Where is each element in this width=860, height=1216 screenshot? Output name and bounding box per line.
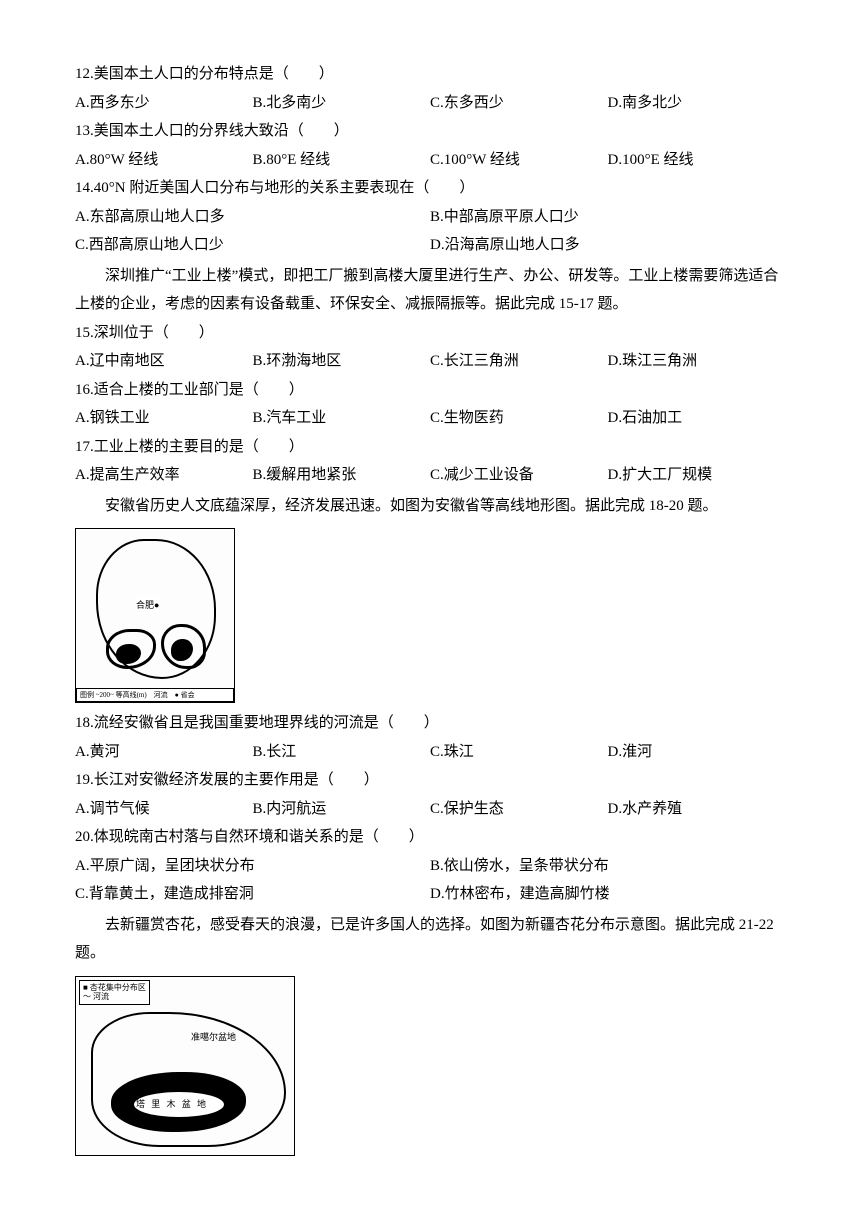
q18-option-d: D.淮河 — [608, 738, 786, 767]
anhui-map-figure: 合肥● 图例 ~200~ 等高线(m) 河流 ● 省会 — [75, 528, 235, 703]
passage-shenzhen: 深圳推广“工业上楼”模式，即把工厂搬到高楼大厦里进行生产、办公、研发等。工业上楼… — [75, 262, 785, 319]
q14-option-c: C.西部高原山地人口少 — [75, 231, 430, 260]
q14-options: A.东部高原山地人口多 B.中部高原平原人口少 C.西部高原山地人口少 D.沿海… — [75, 203, 785, 260]
passage-xinjiang: 去新疆赏杏花，感受春天的浪漫，已是许多国人的选择。如图为新疆杏花分布示意图。据此… — [75, 911, 785, 940]
anhui-legend: 图例 ~200~ 等高线(m) 河流 ● 省会 — [76, 688, 234, 702]
q14-option-b: B.中部高原平原人口少 — [430, 203, 785, 232]
q13-option-c: C.100°W 经线 — [430, 146, 608, 175]
q19-options: A.调节气候 B.内河航运 C.保护生态 D.水产养殖 — [75, 795, 785, 824]
xinjiang-legend-2: ～ 河流 — [83, 992, 146, 1002]
hefei-label: 合肥● — [136, 597, 159, 614]
q12-stem: 12.美国本土人口的分布特点是（ ） — [75, 60, 785, 89]
q13-options: A.80°W 经线 B.80°E 经线 C.100°W 经线 D.100°E 经… — [75, 146, 785, 175]
q18-option-c: C.珠江 — [430, 738, 608, 767]
q15-option-c: C.长江三角洲 — [430, 347, 608, 376]
q16-option-b: B.汽车工业 — [253, 404, 431, 433]
q19-stem: 19.长江对安徽经济发展的主要作用是（ ） — [75, 766, 785, 795]
q20-option-b: B.依山傍水，呈条带状分布 — [430, 852, 785, 881]
q18-option-a: A.黄河 — [75, 738, 253, 767]
q12-option-c: C.东多西少 — [430, 89, 608, 118]
q19-option-c: C.保护生态 — [430, 795, 608, 824]
q12-option-d: D.南多北少 — [608, 89, 786, 118]
q13-option-d: D.100°E 经线 — [608, 146, 786, 175]
q16-options: A.钢铁工业 B.汽车工业 C.生物医药 D.石油加工 — [75, 404, 785, 433]
q12-option-a: A.西多东少 — [75, 89, 253, 118]
q17-option-c: C.减少工业设备 — [430, 461, 608, 490]
q15-option-b: B.环渤海地区 — [253, 347, 431, 376]
q15-stem: 15.深圳位于（ ） — [75, 319, 785, 348]
q12-options: A.西多东少 B.北多南少 C.东多西少 D.南多北少 — [75, 89, 785, 118]
q20-stem: 20.体现皖南古村落与自然环境和谐关系的是（ ） — [75, 823, 785, 852]
passage-anhui: 安徽省历史人文底蕴深厚，经济发展迅速。如图为安徽省等高线地形图。据此完成 18-… — [75, 492, 785, 521]
q14-stem: 14.40°N 附近美国人口分布与地形的关系主要表现在（ ） — [75, 174, 785, 203]
q15-option-d: D.珠江三角洲 — [608, 347, 786, 376]
q16-option-a: A.钢铁工业 — [75, 404, 253, 433]
q17-option-b: B.缓解用地紧张 — [253, 461, 431, 490]
q20-option-d: D.竹林密布，建造高脚竹楼 — [430, 880, 785, 909]
q18-stem: 18.流经安徽省且是我国重要地理界线的河流是（ ） — [75, 709, 785, 738]
q20-option-c: C.背靠黄土，建造成排窑洞 — [75, 880, 430, 909]
junggar-label: 准噶尔盆地 — [191, 1029, 236, 1046]
q14-option-d: D.沿海高原山地人口多 — [430, 231, 785, 260]
q16-option-d: D.石油加工 — [608, 404, 786, 433]
q13-option-a: A.80°W 经线 — [75, 146, 253, 175]
xinjiang-map-figure: ■ 杏花集中分布区 ～ 河流 准噶尔盆地 塔 里 木 盆 地 — [75, 976, 295, 1156]
q19-option-d: D.水产养殖 — [608, 795, 786, 824]
q13-option-b: B.80°E 经线 — [253, 146, 431, 175]
q17-option-d: D.扩大工厂规模 — [608, 461, 786, 490]
xinjiang-legend-1: ■ 杏花集中分布区 — [83, 983, 146, 993]
q12-option-b: B.北多南少 — [253, 89, 431, 118]
q15-option-a: A.辽中南地区 — [75, 347, 253, 376]
q13-stem: 13.美国本土人口的分界线大致沿（ ） — [75, 117, 785, 146]
q15-options: A.辽中南地区 B.环渤海地区 C.长江三角洲 D.珠江三角洲 — [75, 347, 785, 376]
q17-option-a: A.提高生产效率 — [75, 461, 253, 490]
q20-options: A.平原广阔，呈团块状分布 B.依山傍水，呈条带状分布 C.背靠黄土，建造成排窑… — [75, 852, 785, 909]
q14-option-a: A.东部高原山地人口多 — [75, 203, 430, 232]
tarim-label: 塔 里 木 盆 地 — [136, 1096, 208, 1113]
q17-stem: 17.工业上楼的主要目的是（ ） — [75, 433, 785, 462]
q19-option-a: A.调节气候 — [75, 795, 253, 824]
q17-options: A.提高生产效率 B.缓解用地紧张 C.减少工业设备 D.扩大工厂规模 — [75, 461, 785, 490]
q16-option-c: C.生物医药 — [430, 404, 608, 433]
q19-option-b: B.内河航运 — [253, 795, 431, 824]
q20-option-a: A.平原广阔，呈团块状分布 — [75, 852, 430, 881]
passage-xinjiang-end: 题。 — [75, 939, 785, 968]
q18-options: A.黄河 B.长江 C.珠江 D.淮河 — [75, 738, 785, 767]
q16-stem: 16.适合上楼的工业部门是（ ） — [75, 376, 785, 405]
q18-option-b: B.长江 — [253, 738, 431, 767]
